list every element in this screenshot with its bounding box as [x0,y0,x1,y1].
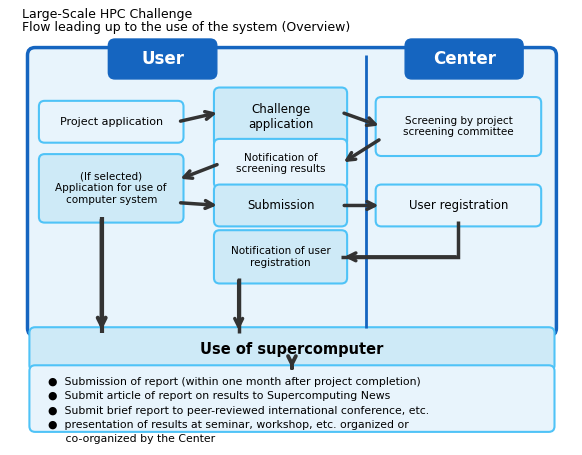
Text: Center: Center [432,50,496,68]
Text: Flow leading up to the use of the system (Overview): Flow leading up to the use of the system… [22,21,350,34]
Text: Notification of
screening results: Notification of screening results [236,153,325,174]
FancyBboxPatch shape [30,365,555,432]
FancyBboxPatch shape [214,185,347,227]
FancyBboxPatch shape [27,48,556,336]
FancyBboxPatch shape [214,230,347,283]
FancyBboxPatch shape [39,101,183,143]
FancyBboxPatch shape [405,39,523,79]
Text: Use of supercomputer: Use of supercomputer [200,342,384,357]
FancyBboxPatch shape [214,87,347,147]
FancyBboxPatch shape [108,39,217,79]
Text: User: User [141,50,184,68]
FancyBboxPatch shape [214,139,347,188]
FancyBboxPatch shape [30,327,555,371]
FancyBboxPatch shape [375,185,541,227]
FancyBboxPatch shape [39,154,183,222]
Text: Project application: Project application [59,117,163,127]
Text: Notification of user
registration: Notification of user registration [230,246,331,268]
Text: Screening by project
screening committee: Screening by project screening committee [403,116,514,137]
Text: Submission: Submission [247,199,314,212]
Text: Challenge
application: Challenge application [248,103,313,131]
Text: Large-Scale HPC Challenge: Large-Scale HPC Challenge [22,8,192,20]
Text: ●  Submission of report (within one month after project completion)
●  Submit ar: ● Submission of report (within one month… [48,377,430,444]
Text: (If selected)
Application for use of
computer system: (If selected) Application for use of com… [55,172,167,205]
FancyBboxPatch shape [375,97,541,156]
Text: User registration: User registration [409,199,508,212]
